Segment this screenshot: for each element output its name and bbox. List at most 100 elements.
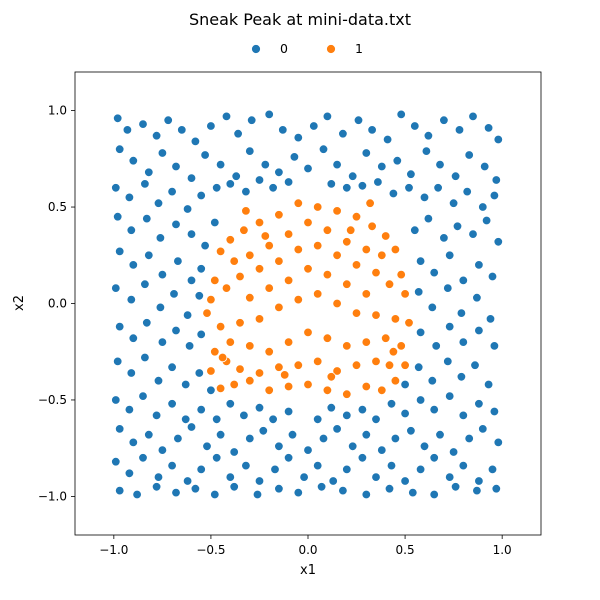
point-class-0 <box>225 399 236 409</box>
point-class-0 <box>252 489 263 500</box>
point-class-0 <box>415 256 426 266</box>
point-class-0 <box>184 341 195 351</box>
point-class-1 <box>293 244 304 255</box>
point-class-0 <box>293 487 304 498</box>
point-class-0 <box>229 482 239 492</box>
point-class-0 <box>382 134 393 145</box>
point-class-0 <box>211 414 222 425</box>
point-class-0 <box>140 352 150 363</box>
point-class-0 <box>400 408 410 419</box>
point-class-0 <box>338 485 348 496</box>
point-class-0 <box>283 177 294 187</box>
point-class-0 <box>445 391 455 401</box>
point-class-0 <box>151 130 162 141</box>
point-class-0 <box>225 179 236 189</box>
point-class-1 <box>217 352 228 363</box>
point-class-1 <box>388 347 399 357</box>
point-class-1 <box>371 267 381 278</box>
point-class-0 <box>474 476 484 486</box>
point-class-0 <box>487 271 498 282</box>
point-class-0 <box>112 356 123 367</box>
point-class-1 <box>235 271 245 282</box>
point-class-0 <box>289 152 300 162</box>
x-axis-label: x1 <box>300 563 316 578</box>
point-class-0 <box>167 362 177 372</box>
point-class-0 <box>254 175 265 185</box>
point-class-0 <box>206 121 216 131</box>
point-class-0 <box>124 468 135 479</box>
point-class-0 <box>151 410 162 421</box>
point-class-0 <box>342 464 352 475</box>
point-class-0 <box>489 406 500 417</box>
point-class-0 <box>487 464 498 475</box>
point-class-0 <box>445 472 455 482</box>
point-class-0 <box>202 441 212 452</box>
point-class-0 <box>186 173 197 183</box>
legend-marker-1 <box>326 44 336 54</box>
point-class-0 <box>171 325 181 336</box>
point-class-0 <box>489 190 500 201</box>
point-class-0 <box>171 487 181 498</box>
point-class-1 <box>361 337 372 347</box>
point-class-0 <box>415 464 426 475</box>
point-class-0 <box>124 404 135 415</box>
point-class-0 <box>419 192 430 203</box>
point-class-1 <box>377 250 387 261</box>
point-class-0 <box>196 404 206 415</box>
point-class-0 <box>254 403 265 413</box>
point-class-1 <box>293 294 304 305</box>
point-class-0 <box>415 327 426 338</box>
point-class-0 <box>415 395 426 405</box>
point-class-1 <box>332 366 342 376</box>
point-class-0 <box>126 225 137 235</box>
point-class-0 <box>138 391 148 401</box>
point-class-1 <box>377 385 387 396</box>
point-class-0 <box>231 171 241 181</box>
point-class-0 <box>177 125 187 135</box>
point-class-0 <box>450 171 461 181</box>
point-class-0 <box>268 183 278 193</box>
point-class-0 <box>171 219 181 230</box>
point-class-1 <box>384 360 395 370</box>
point-class-0 <box>239 410 249 421</box>
x-axis: −1.0 −0.5 0.0 0.5 1.0 <box>99 535 512 557</box>
point-class-0 <box>245 146 255 156</box>
point-class-1 <box>229 379 239 390</box>
point-class-0 <box>468 229 478 239</box>
point-class-0 <box>357 453 368 463</box>
point-class-0 <box>114 485 125 496</box>
point-class-0 <box>260 159 271 170</box>
x-tick-label: 0.0 <box>298 543 317 557</box>
point-class-0 <box>322 111 333 122</box>
point-class-1 <box>283 381 294 392</box>
point-class-0 <box>456 372 467 382</box>
point-class-0 <box>283 453 294 463</box>
point-class-0 <box>483 379 494 390</box>
point-class-1 <box>404 318 414 328</box>
point-class-0 <box>206 385 216 396</box>
point-class-1 <box>322 225 333 235</box>
point-class-1 <box>239 225 249 235</box>
point-class-1 <box>342 237 352 247</box>
point-class-1 <box>322 269 333 280</box>
point-class-0 <box>435 159 445 170</box>
point-class-0 <box>377 161 387 172</box>
point-class-1 <box>254 217 265 228</box>
point-class-1 <box>313 202 323 212</box>
point-class-1 <box>313 356 323 367</box>
point-class-0 <box>386 399 397 409</box>
point-class-0 <box>182 310 193 320</box>
point-class-1 <box>396 341 406 351</box>
point-class-1 <box>210 275 220 286</box>
point-class-0 <box>332 159 342 170</box>
point-class-1 <box>283 229 294 239</box>
point-class-1 <box>283 275 294 286</box>
point-class-0 <box>182 476 193 486</box>
point-class-0 <box>421 146 432 156</box>
point-class-0 <box>371 414 381 425</box>
point-class-1 <box>365 198 375 208</box>
point-class-0 <box>367 125 377 135</box>
point-class-1 <box>245 250 255 261</box>
point-class-0 <box>173 256 183 266</box>
